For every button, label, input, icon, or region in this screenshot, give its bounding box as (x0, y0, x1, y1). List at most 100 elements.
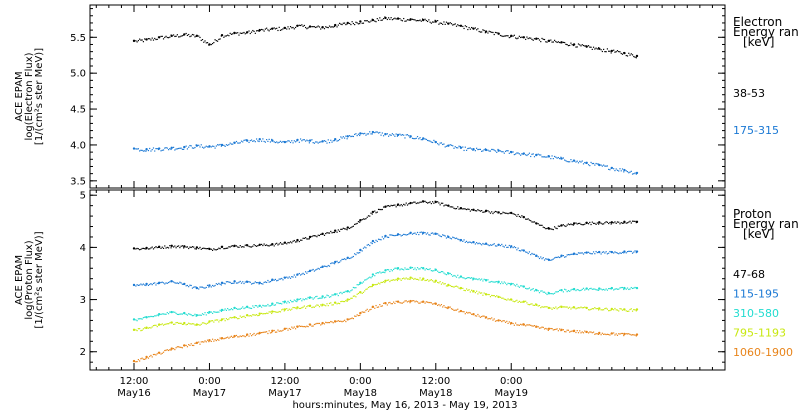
data-dot (298, 298, 300, 300)
data-dot (214, 284, 216, 287)
data-dot (533, 156, 536, 158)
data-dot (516, 249, 518, 251)
data-dot (426, 232, 429, 234)
data-dot (521, 215, 523, 217)
data-dot (457, 147, 459, 149)
data-dot (167, 349, 170, 352)
y-axis-label-line: log(Electron Flux) (24, 52, 35, 140)
data-dot (458, 311, 460, 313)
data-dot (452, 145, 454, 147)
data-dot (625, 222, 627, 224)
data-dot (562, 41, 564, 44)
data-dot (349, 298, 351, 301)
data-dot (579, 252, 581, 254)
data-dot (635, 310, 637, 312)
data-dot (575, 222, 577, 224)
data-dot (605, 251, 607, 253)
data-dot (390, 204, 392, 206)
data-dot (312, 235, 314, 237)
data-dot (198, 314, 200, 316)
data-dot (408, 268, 410, 270)
data-dot (421, 139, 424, 141)
data-dot (623, 308, 625, 310)
data-dot (161, 313, 163, 315)
data-dot (292, 26, 294, 29)
data-dot (571, 224, 573, 226)
data-dot (261, 140, 263, 142)
data-dot (454, 285, 456, 288)
data-dot (144, 316, 146, 318)
data-dot (211, 145, 214, 147)
data-dot (282, 140, 284, 143)
data-dot (605, 288, 607, 290)
data-dot (424, 269, 426, 271)
data-dot (571, 253, 573, 255)
data-dot (349, 257, 351, 260)
data-dot (390, 268, 392, 271)
data-dot (382, 206, 385, 208)
data-dot (190, 145, 192, 147)
data-dot (445, 274, 448, 276)
data-dot (175, 322, 177, 324)
data-dot (203, 287, 205, 289)
data-dot (432, 270, 434, 272)
data-dot (560, 305, 562, 307)
data-dot (384, 236, 386, 238)
data-dot (351, 256, 353, 258)
data-dot (477, 293, 479, 295)
data-dot (633, 287, 635, 289)
data-dot (389, 234, 391, 236)
data-dot (199, 246, 201, 249)
series-115-195 (132, 231, 639, 290)
data-dot (395, 300, 397, 302)
data-dot (405, 202, 407, 204)
data-dot (465, 311, 468, 313)
data-dot (437, 270, 439, 272)
data-dot (634, 334, 636, 336)
data-dot (262, 29, 264, 31)
data-dot (239, 142, 241, 144)
data-dot (552, 307, 554, 309)
data-dot (230, 245, 233, 247)
data-dot (603, 251, 605, 253)
data-dot (459, 276, 461, 278)
data-dot (249, 32, 251, 35)
data-dot (530, 303, 532, 305)
data-dot (482, 211, 484, 213)
data-dot (481, 150, 483, 152)
data-dot (271, 28, 273, 30)
data-dot (535, 303, 537, 305)
data-dot (298, 240, 300, 243)
data-dot (235, 245, 238, 247)
data-dot (467, 208, 469, 210)
data-dot (224, 283, 226, 285)
data-dot (541, 156, 543, 158)
data-dot (499, 150, 502, 152)
data-dot (315, 26, 317, 29)
data-dot (152, 282, 155, 285)
data-dot (433, 270, 435, 272)
data-dot (609, 50, 611, 52)
data-dot (571, 44, 573, 46)
data-dot (606, 253, 609, 255)
data-dot (167, 37, 170, 39)
data-point (623, 332, 626, 336)
data-dot (277, 311, 279, 313)
data-dot (447, 307, 449, 310)
data-dot (330, 296, 332, 298)
data-dot (421, 267, 424, 269)
data-point (572, 222, 576, 225)
data-dot (589, 309, 591, 311)
data-dot (551, 327, 553, 330)
data-dot (155, 284, 157, 286)
data-dot (569, 44, 571, 47)
data-point (359, 219, 362, 222)
data-dot (147, 284, 150, 286)
y-tick-label: 5 (80, 191, 86, 202)
data-dot (313, 142, 316, 144)
data-dot (293, 28, 295, 30)
data-dot (344, 22, 346, 24)
data-dot (269, 280, 272, 283)
data-dot (530, 220, 532, 222)
data-dot (229, 32, 231, 34)
